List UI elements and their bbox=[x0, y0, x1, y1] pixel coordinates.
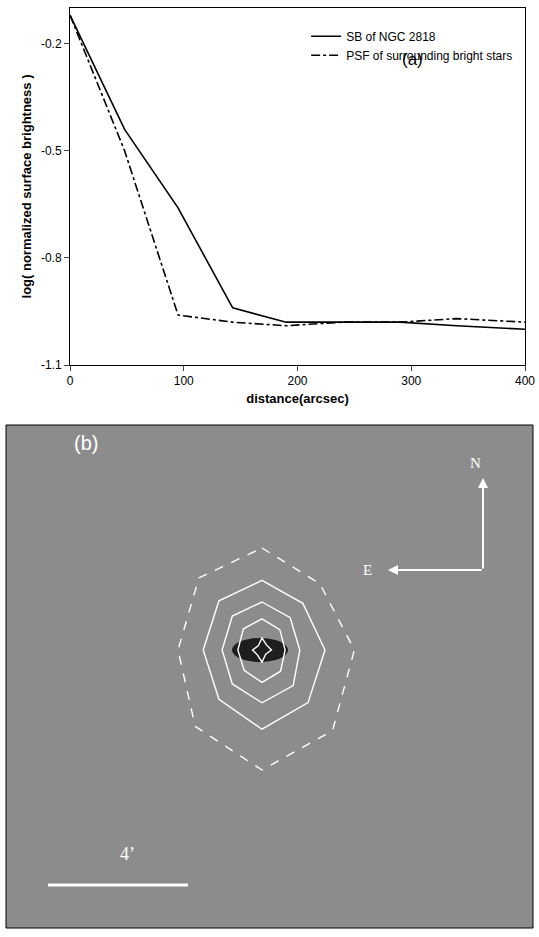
svg-text:-0.2: -0.2 bbox=[41, 37, 62, 51]
svg-text:0: 0 bbox=[67, 374, 74, 388]
svg-text:log( normalized surface bright: log( normalized surface brightness ) bbox=[19, 75, 34, 299]
svg-text:(b): (b) bbox=[74, 432, 98, 454]
svg-text:distance(arcsec): distance(arcsec) bbox=[246, 391, 349, 406]
svg-text:N: N bbox=[470, 455, 481, 471]
svg-text:SB of NGC 2818: SB of NGC 2818 bbox=[346, 30, 436, 44]
svg-text:4’: 4’ bbox=[120, 844, 135, 864]
svg-text:-1.1: -1.1 bbox=[41, 358, 62, 372]
svg-text:400: 400 bbox=[515, 374, 535, 388]
svg-text:300: 300 bbox=[401, 374, 421, 388]
svg-text:-0.8: -0.8 bbox=[41, 251, 62, 265]
svg-text:100: 100 bbox=[174, 374, 194, 388]
svg-text:200: 200 bbox=[287, 374, 307, 388]
svg-text:PSF of surrounding bright star: PSF of surrounding bright stars bbox=[346, 49, 512, 63]
svg-text:(a): (a) bbox=[402, 50, 423, 69]
svg-text:E: E bbox=[363, 562, 372, 578]
svg-text:-0.5: -0.5 bbox=[41, 144, 62, 158]
